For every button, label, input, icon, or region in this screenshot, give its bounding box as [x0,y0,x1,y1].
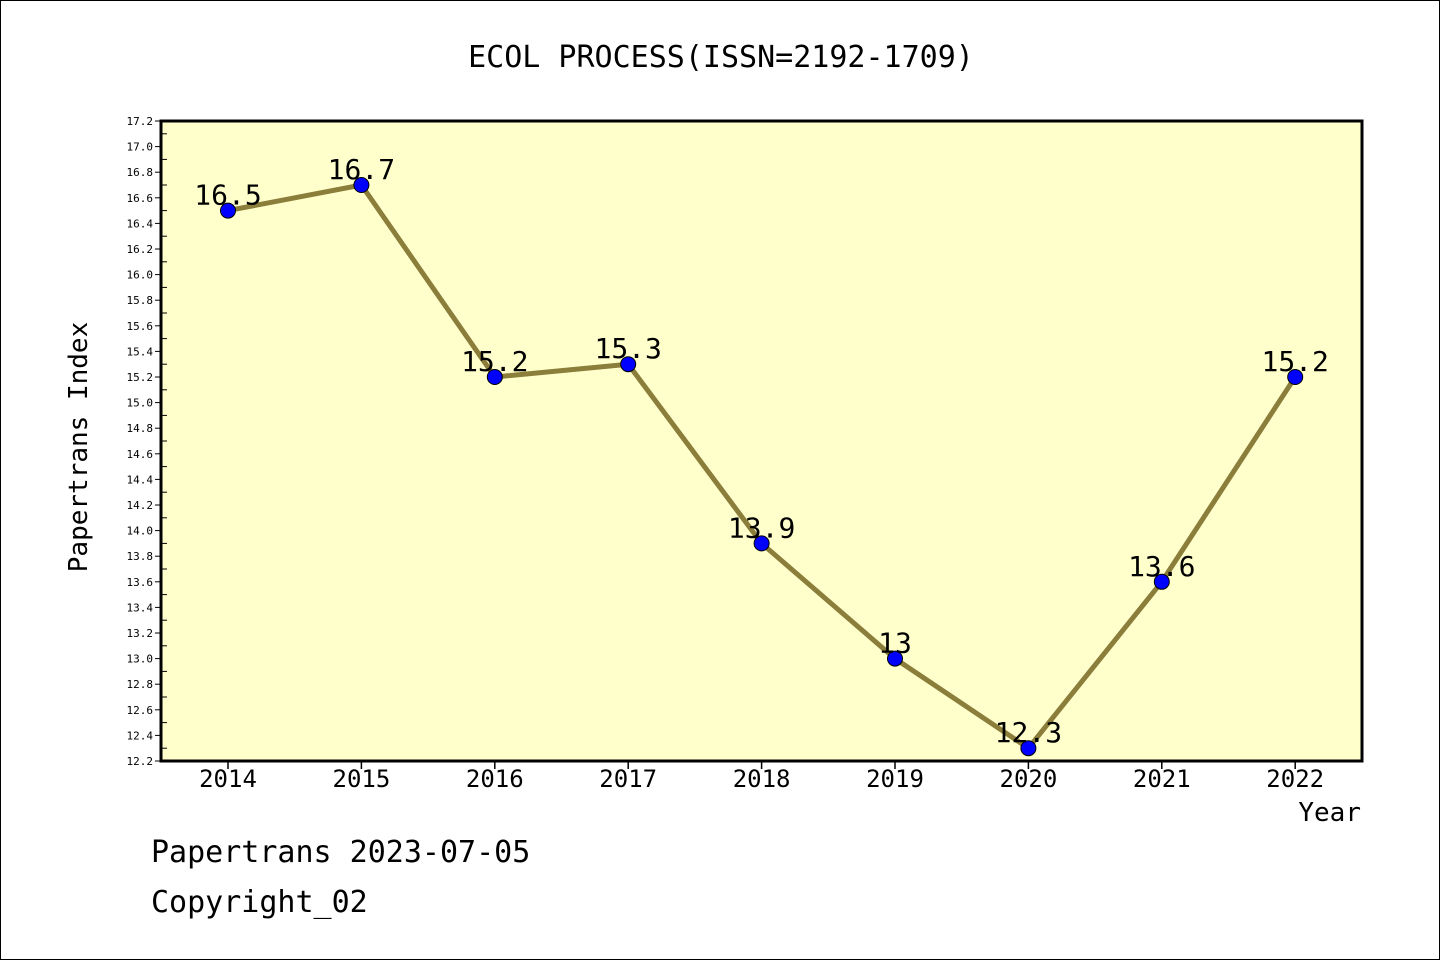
data-label: 15.2 [1261,345,1328,378]
y-tick-label: 13.8 [127,550,154,563]
data-points [220,177,1304,757]
x-tick-label: 2020 [1000,765,1058,793]
data-label: 16.7 [328,153,395,186]
data-label: 13.9 [728,511,795,544]
y-tick-label: 16.6 [127,192,154,205]
y-tick-label: 17.2 [127,115,154,128]
data-point [1020,740,1037,757]
data-point [220,202,236,219]
y-axis-label: Papertrans Index [64,322,94,572]
data-label: 13 [878,627,912,660]
data-point [620,356,637,373]
x-tick-label: 2018 [733,765,791,793]
x-tick-label: 2017 [599,765,657,793]
x-axis: 2014 2015 2016 2017 2018 2019 2020 2021 2022 [199,761,1324,793]
y-tick-label: 13.6 [127,576,154,589]
footer-copyright: Copyright_02 [151,885,368,920]
y-tick-label: 15.4 [127,345,154,358]
y-tick-label: 16.2 [127,243,154,256]
y-tick-label: 12.8 [127,678,154,691]
x-axis-label: Year [1298,798,1361,828]
y-tick-label: 16.4 [127,217,154,230]
y-tick-label: 15.6 [127,320,154,333]
data-point [753,535,770,552]
y-tick-label: 14.2 [127,499,154,512]
x-tick-label: 2016 [466,765,524,793]
y-tick-label: 12.4 [127,729,154,742]
y-tick-label: 14.8 [127,422,154,435]
data-label: 15.3 [594,332,661,365]
y-tick-label: 15.0 [127,397,154,410]
data-point [353,177,370,193]
y-tick-label: 14.4 [127,473,154,486]
y-tick-label: 14.6 [127,448,154,461]
y-tick-label: 16.0 [127,269,154,282]
y-tick-label: 12.6 [127,704,154,717]
data-label: 16.5 [194,179,261,212]
x-tick-label: 2021 [1133,765,1191,793]
data-label: 12.3 [995,716,1062,749]
y-tick-label: 15.2 [127,371,154,384]
y-tick-label: 12.2 [127,755,154,768]
y-tick-label: 13.2 [127,627,154,640]
y-axis: 12.2 12.4 12.6 12.8 13.0 13.2 13.4 13.6 13.8 14.0… [127,115,167,768]
x-tick-label: 2015 [333,765,391,793]
x-tick-label: 2022 [1266,765,1324,793]
data-label: 15.2 [461,345,528,378]
y-tick-label: 16.8 [127,166,154,179]
y-tick-label: 17.0 [127,141,154,154]
data-point [1287,369,1304,385]
plot-border [159,119,1364,763]
y-tick-label: 15.8 [127,294,154,307]
footer-date-line: Papertrans 2023-07-05 [151,835,531,870]
data-point [486,369,503,385]
data-point [1153,573,1170,590]
x-tick-label: 2014 [199,765,257,793]
plot-area [161,121,1362,761]
data-label: 13.6 [1128,550,1195,583]
y-tick-label: 13.0 [127,653,154,666]
data-point [887,650,903,667]
x-tick-label: 2019 [866,765,924,793]
chart-title: ECOL PROCESS(ISSN=2192-1709) [468,40,974,75]
data-labels: 16.5 16.7 15.2 15.3 13.9 13 12.3 13.6 15.2 [194,153,1329,749]
y-tick-label: 14.0 [127,525,154,538]
y-tick-label: 13.4 [127,601,154,614]
